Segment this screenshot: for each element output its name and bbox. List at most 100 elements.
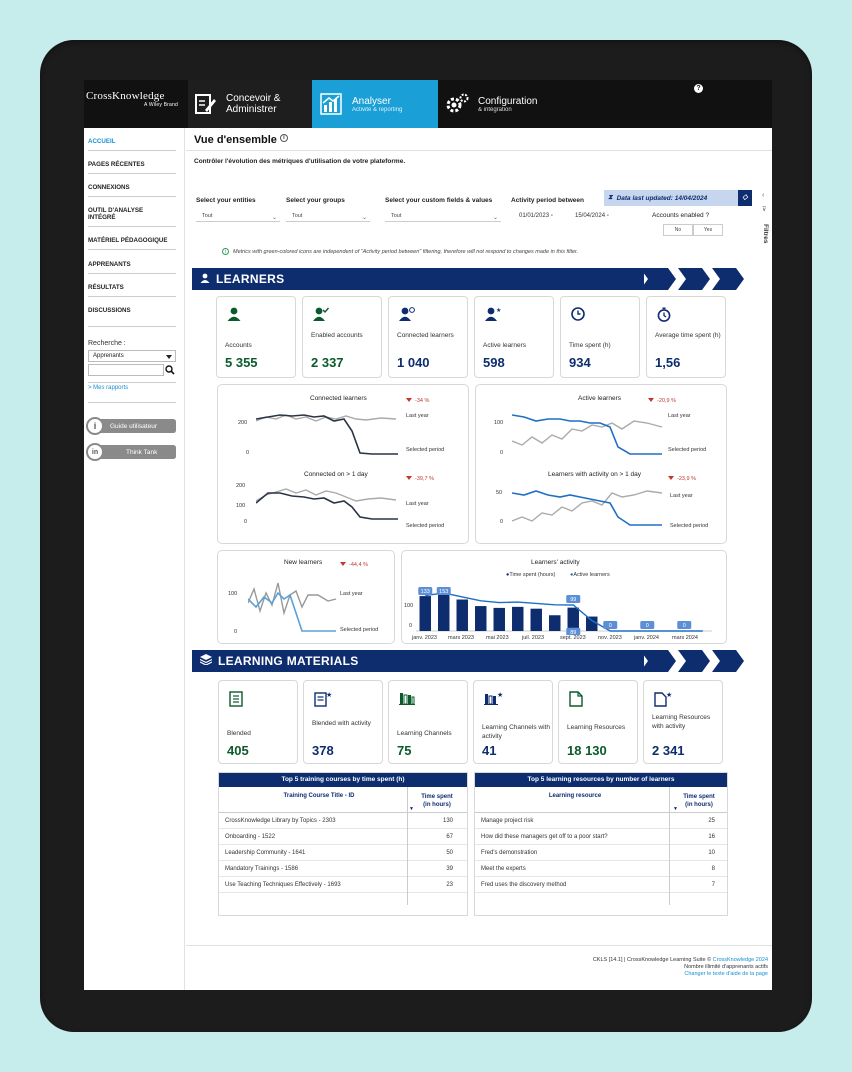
tab-concevoir[interactable]: Concevoir & Administrer bbox=[188, 80, 312, 128]
x-tick: mai 2023 bbox=[486, 635, 509, 641]
svg-text:99: 99 bbox=[570, 597, 576, 603]
sidebar-item-materiel[interactable]: MATÉRIEL PÉDAGOGIQUE bbox=[88, 237, 168, 244]
date-from-input[interactable]: 01/01/2023 ▫ bbox=[519, 210, 553, 222]
stopwatch-icon bbox=[657, 307, 671, 327]
bar-time-spent[interactable] bbox=[512, 606, 524, 631]
table-row[interactable]: Fred uses the discovery method 7 bbox=[475, 877, 727, 893]
legend-last-year: Last year bbox=[406, 413, 429, 419]
tab-concevoir-label-2: Administrer bbox=[226, 104, 277, 115]
table-row[interactable]: Meet the experts 8 bbox=[475, 861, 727, 877]
last-year-line bbox=[256, 414, 397, 422]
kpi-label: Learning Channels bbox=[397, 730, 452, 737]
kpi-connected-learners: Connected learners 1 040 bbox=[388, 296, 468, 378]
connected-1day-chart bbox=[256, 488, 398, 520]
kpi-blended: Blended 405 bbox=[218, 680, 298, 764]
eraser-icon[interactable]: ◇ bbox=[738, 190, 752, 206]
tab-configuration[interactable]: Configuration & intégration bbox=[438, 80, 558, 128]
y-tick: 200 bbox=[238, 420, 248, 426]
kpi-learning-resources: Learning Resources 18 130 bbox=[558, 680, 638, 764]
table-row[interactable]: How did these managers get off to a poor… bbox=[475, 829, 727, 845]
kpi-label: Blended bbox=[227, 730, 251, 737]
learners-banner-title: LEARNERS bbox=[216, 272, 285, 286]
y-tick: 100 bbox=[236, 503, 246, 509]
bar-time-spent[interactable] bbox=[438, 590, 450, 631]
table-row[interactable]: Manage project risk 25 bbox=[475, 813, 727, 829]
sidebar-item-apprenants[interactable]: APPRENANTS bbox=[88, 261, 131, 268]
chevrons-decoration bbox=[640, 268, 744, 290]
table-row[interactable]: CrossKnowledge Library by Topics - 2303 1… bbox=[219, 813, 467, 829]
date-to-input[interactable]: 15/04/2024 ▫ bbox=[575, 210, 609, 222]
bar-time-spent[interactable] bbox=[549, 615, 561, 631]
x-tick: sept. 2023 bbox=[560, 635, 586, 641]
sidebar-item-pages-recentes[interactable]: PAGES RÉCENTES bbox=[88, 161, 145, 168]
accounts-yes-button[interactable]: Yes bbox=[693, 224, 723, 236]
table-row[interactable]: Fred's demonstration 10 bbox=[475, 845, 727, 861]
entities-select[interactable]: Tout ⌄ bbox=[196, 210, 280, 222]
document-icon bbox=[569, 691, 583, 712]
custom-fields-select[interactable]: Tout ⌄ bbox=[385, 210, 501, 222]
active-learners-chart bbox=[512, 414, 663, 455]
data-label: 0 bbox=[677, 621, 692, 629]
my-reports-link[interactable]: > Mes rapports bbox=[88, 385, 129, 391]
learners-banner: LEARNERS bbox=[192, 268, 748, 290]
table-row[interactable]: Mandatory Trainings - 1586 39 bbox=[219, 861, 467, 877]
search-input[interactable] bbox=[88, 364, 164, 376]
tab-configuration-label: Configuration bbox=[478, 95, 538, 107]
cell-value: 39 bbox=[446, 866, 453, 872]
learning-materials-banner: LEARNING MATERIALS bbox=[192, 650, 748, 672]
bar-time-spent[interactable] bbox=[475, 606, 487, 631]
bar-time-spent[interactable] bbox=[567, 607, 579, 631]
sort-down-icon[interactable]: ▼ bbox=[409, 806, 414, 812]
bar-time-spent[interactable] bbox=[419, 596, 431, 631]
bar-time-spent[interactable] bbox=[456, 599, 468, 632]
divider bbox=[88, 382, 176, 383]
column-header-time[interactable]: Time spent (in hours) bbox=[409, 793, 465, 809]
bar-time-spent[interactable] bbox=[586, 616, 598, 631]
x-tick: janv. 2023 bbox=[412, 635, 437, 641]
learners-activity-panel: Learners' activity ●Time spent (hours) ●… bbox=[401, 550, 727, 644]
sidebar-item-outil-analyse[interactable]: OUTIL D'ANALYSE bbox=[88, 207, 144, 214]
tab-analyser[interactable]: Analyser Activité & reporting bbox=[312, 80, 438, 128]
cell-name: Fred's demonstration bbox=[481, 850, 538, 856]
table-row[interactable]: Leadership Community - 1641 50 bbox=[219, 845, 467, 861]
sidebar: ACCUEIL PAGES RÉCENTES CONNEXIONS OUTIL … bbox=[84, 128, 185, 990]
search-icon[interactable] bbox=[164, 364, 176, 376]
table-row[interactable]: Use Teaching Techniques Effectively - 16… bbox=[219, 877, 467, 893]
groups-select[interactable]: Tout ⌄ bbox=[286, 210, 370, 222]
sidebar-item-outil-analyse-2[interactable]: INTÉGRÉ bbox=[88, 214, 116, 221]
help-icon[interactable]: ? bbox=[694, 84, 703, 93]
column-header-time[interactable]: Time spent (in hours) bbox=[671, 793, 727, 809]
footer-help-link[interactable]: Changer le texte d'aide de la page bbox=[684, 971, 768, 977]
column-header[interactable]: Learning resource bbox=[548, 793, 602, 799]
new-learners-panel: New learners -44,4 % 100 0 Last year Sel… bbox=[217, 550, 395, 644]
kpi-value: 598 bbox=[483, 355, 505, 370]
chart-title: Learners with activity on > 1 day bbox=[548, 471, 642, 478]
footer-brand-link[interactable]: CrossKnowledge 2024 bbox=[712, 957, 768, 963]
sidebar-item-connexions[interactable]: CONNEXIONS bbox=[88, 184, 130, 191]
period-label: Activity period between bbox=[511, 197, 584, 204]
sidebar-item-discussions[interactable]: DISCUSSIONS bbox=[88, 307, 131, 314]
svg-text:★: ★ bbox=[497, 691, 503, 699]
sort-down-icon[interactable]: ▼ bbox=[673, 806, 678, 812]
data-updated-text: Data last updated: 14/04/2024 bbox=[616, 194, 708, 202]
user-guide-button[interactable]: i Guide utilisateur bbox=[86, 417, 176, 435]
search-type-select[interactable]: Apprenants bbox=[88, 350, 176, 362]
table-row[interactable]: Onboarding - 1522 67 bbox=[219, 829, 467, 845]
app-screen: CrossKnowledge A Wiley Brand Concevoir &… bbox=[84, 80, 772, 990]
sidebar-item-resultats[interactable]: RÉSULTATS bbox=[88, 284, 124, 291]
filters-panel-toggle[interactable]: ‹ ⊽ Filtres bbox=[757, 190, 772, 290]
think-tank-button[interactable]: in Think Tank bbox=[86, 443, 176, 461]
bar-time-spent[interactable] bbox=[493, 607, 505, 631]
accounts-no-button[interactable]: No bbox=[663, 224, 693, 236]
kpi-label: Learning Resources bbox=[567, 724, 626, 731]
column-header[interactable]: Training Course Title - ID bbox=[283, 793, 355, 799]
kpi-time-spent: Time spent (h) 934 bbox=[560, 296, 640, 378]
info-icon[interactable]: i bbox=[279, 134, 288, 142]
divider bbox=[88, 296, 176, 297]
sidebar-item-accueil[interactable]: ACCUEIL bbox=[88, 138, 116, 145]
bar-time-spent[interactable] bbox=[530, 608, 542, 631]
crossknowledge-logo[interactable]: CrossKnowledge A Wiley Brand bbox=[86, 90, 182, 108]
divider bbox=[186, 150, 772, 151]
x-tick: mars 2023 bbox=[448, 635, 474, 641]
cell-name: Meet the experts bbox=[481, 866, 526, 872]
